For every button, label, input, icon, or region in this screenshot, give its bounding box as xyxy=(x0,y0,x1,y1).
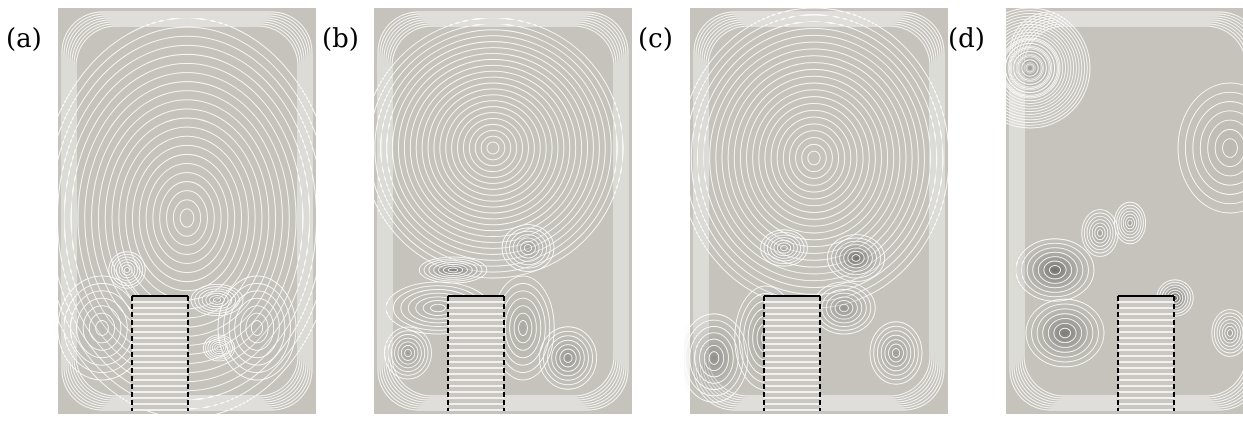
panel-label-b: (b) xyxy=(322,24,359,54)
obstacle-block xyxy=(447,295,505,411)
streamline-panel-a xyxy=(52,8,322,414)
obstacle-block xyxy=(1117,295,1175,411)
obstacle-block xyxy=(763,295,821,411)
vortex xyxy=(217,275,297,381)
vortex-shade xyxy=(1020,294,1110,372)
streamline-panel-c xyxy=(684,8,954,414)
vortex-shade xyxy=(1000,35,1063,101)
vortex-shade xyxy=(1209,306,1243,360)
vortex-shade xyxy=(1112,199,1148,247)
vortex-shade xyxy=(866,317,926,389)
vortex-shade xyxy=(1079,206,1121,260)
vortex xyxy=(1114,201,1147,245)
vortex-shade xyxy=(212,268,302,388)
vortex-shade xyxy=(1170,73,1243,223)
vortex-shade xyxy=(757,227,811,269)
obstacle-block xyxy=(131,295,189,411)
vortex xyxy=(1177,82,1243,214)
panel-label-c: (c) xyxy=(638,24,673,54)
vortex-shade xyxy=(823,231,889,285)
vortex-shade xyxy=(808,278,880,338)
vortex xyxy=(1211,309,1243,357)
streamline-svg xyxy=(52,8,322,414)
vortex xyxy=(869,321,923,385)
streamline-panel-b xyxy=(368,8,638,414)
vortex-shade xyxy=(381,323,435,383)
streamline-svg xyxy=(1000,8,1243,414)
vortex xyxy=(501,224,555,272)
vortex-shade xyxy=(52,268,153,388)
streamline-svg xyxy=(368,8,632,414)
vortex xyxy=(760,229,808,267)
streamline-svg xyxy=(684,8,950,414)
streamline-panel-d xyxy=(1000,8,1243,414)
vortex xyxy=(826,234,885,282)
panel-label-a: (a) xyxy=(6,24,42,54)
vortex-shade xyxy=(414,255,492,285)
vortex-shade xyxy=(498,221,558,275)
panel-label-d: (d) xyxy=(948,24,985,54)
vortex xyxy=(1025,298,1105,368)
vortex xyxy=(1000,38,1060,98)
vortex-shade xyxy=(1010,234,1100,306)
